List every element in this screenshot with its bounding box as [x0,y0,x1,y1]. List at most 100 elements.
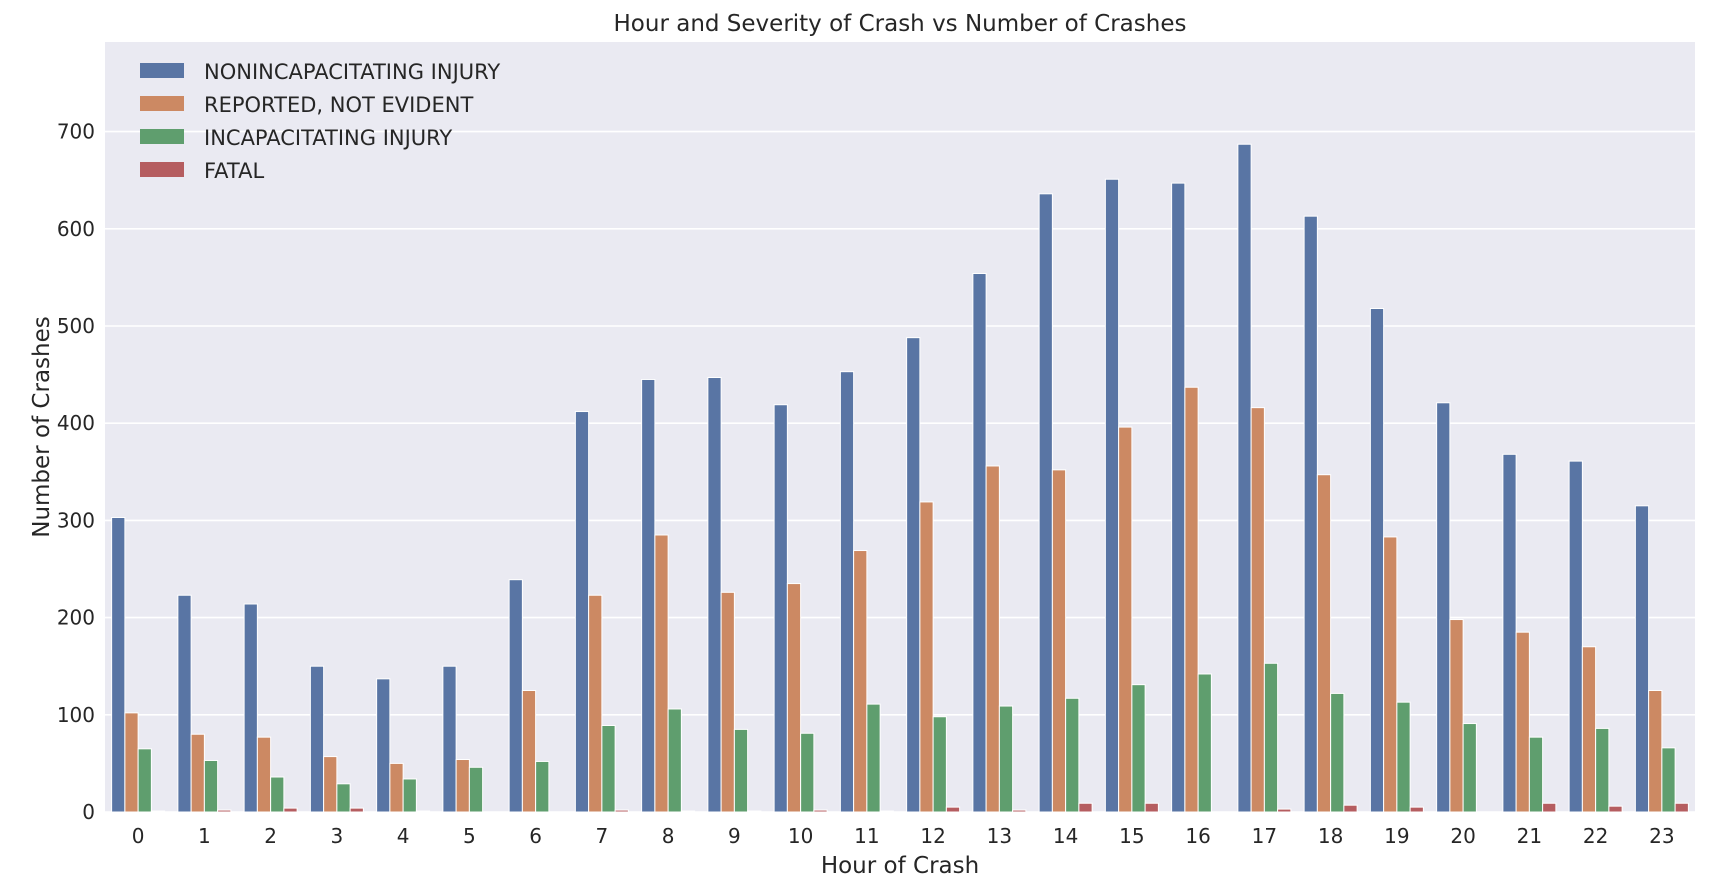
bar [786,583,802,813]
bar [998,705,1014,813]
bar [243,603,258,813]
bar [376,678,391,813]
bar [1515,631,1530,813]
x-tick-labels: 0 1 2 3 4 5 6 7 8 9 10 11 12 13 14 15 16 17 18 19 20 21 22 23 [132,824,1675,848]
x-tick-label: 13 [987,824,1012,848]
bar [190,733,205,813]
bar [1542,802,1557,813]
bar [270,776,285,813]
y-axis-label: Number of Crashes [29,316,55,538]
y-tick-label: 400 [57,411,95,435]
bar [1595,727,1610,813]
bar [111,516,126,813]
bar [1409,806,1424,813]
bar [1502,453,1517,813]
legend-swatch [140,96,184,111]
bar [1038,193,1053,813]
bar [1316,474,1332,813]
x-tick-label: 5 [463,824,476,848]
bar [614,809,629,813]
bar [932,716,947,813]
bar [574,411,590,813]
legend-label: FATAL [204,159,264,183]
bars [111,143,1689,813]
x-tick-label: 4 [397,824,410,848]
bar [1330,692,1345,813]
plot-background [105,42,1695,812]
bar [1303,215,1318,813]
bar [442,665,457,813]
bar [177,594,192,813]
x-tick-label: 19 [1384,824,1409,848]
x-tick-label: 1 [198,824,211,848]
bar [707,377,722,813]
bar [1131,684,1146,813]
bar [839,371,855,813]
bar [137,748,152,813]
bar [1118,426,1133,813]
y-tick-label: 500 [57,314,95,338]
y-tick-labels: 0 100 200 300 400 500 600 700 [57,120,95,824]
bar [402,778,417,813]
y-tick-label: 0 [82,800,95,824]
bar [1383,536,1398,813]
bar [972,273,987,813]
bar [985,465,1000,813]
bar [1581,646,1597,813]
bar [1369,308,1385,813]
bar [217,809,232,813]
bar [667,708,682,813]
bar [1250,407,1265,813]
bar [879,810,894,813]
bar [919,501,934,813]
bar [1277,808,1292,813]
bar [455,759,470,813]
y-tick-label: 200 [57,606,95,630]
bar [773,404,788,813]
x-tick-label: 14 [1053,824,1078,848]
bar [1184,386,1199,813]
x-tick-label: 6 [529,824,542,848]
bar [323,756,338,813]
bar [588,594,603,813]
legend-swatch [140,129,184,144]
bar [1634,505,1650,813]
x-tick-label: 17 [1252,824,1277,848]
x-tick-label: 9 [728,824,741,848]
bar [641,378,656,813]
bar [1197,673,1212,813]
gridlines [105,130,1695,813]
x-tick-label: 22 [1583,824,1608,848]
x-tick-label: 11 [854,824,879,848]
legend-swatch [140,162,184,177]
bar [336,783,351,813]
bar [1263,662,1279,813]
bar [256,736,272,813]
bar [1012,809,1027,813]
bar [1648,690,1663,813]
x-tick-label: 12 [920,824,945,848]
legend: NONINCAPACITATING INJURY REPORTED, NOT EV… [140,60,500,183]
bar [747,810,762,813]
bar [813,809,828,813]
x-tick-label: 21 [1517,824,1542,848]
bar [733,728,749,813]
bar [203,759,219,813]
bar [521,690,537,813]
bar [468,766,484,813]
y-tick-label: 700 [57,120,95,144]
bar [1462,723,1477,813]
x-tick-label: 8 [662,824,675,848]
bar [1528,736,1544,813]
bar [1078,802,1093,813]
bar [800,732,815,813]
bar [124,712,139,813]
bar [906,337,921,813]
chart-title: Hour and Severity of Crash vs Number of … [614,11,1187,37]
bar [945,806,961,813]
bar [1436,402,1451,813]
x-axis-label: Hour of Crash [821,853,979,879]
x-tick-label: 15 [1119,824,1144,848]
x-tick-label: 20 [1450,824,1475,848]
